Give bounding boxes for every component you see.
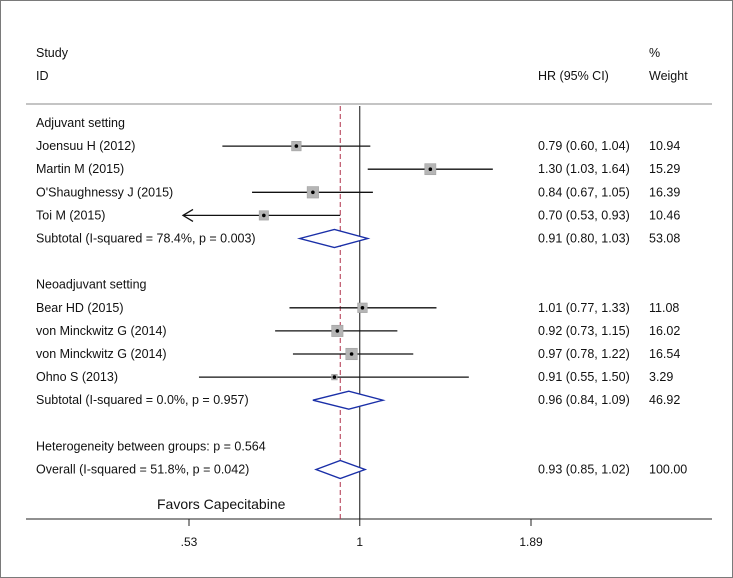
hr-ci-text: 0.96 (0.84, 1.09) [538, 393, 630, 407]
hr-ci-text: 1.30 (1.03, 1.64) [538, 162, 630, 176]
weight-text: 15.29 [649, 162, 680, 176]
weight-text: 11.08 [649, 301, 679, 315]
x-tick-label: 1.89 [519, 535, 543, 549]
overall-diamond [314, 459, 368, 480]
hr-ci-text: 0.84 (0.67, 1.05) [538, 185, 630, 199]
hr-ci-text: 0.97 (0.78, 1.22) [538, 347, 630, 361]
point-estimate [335, 329, 340, 333]
point-estimate [428, 167, 433, 171]
study-label: von Minckwitz G (2014) [36, 324, 167, 338]
x-tick-label: 1 [356, 535, 363, 549]
point-estimate [349, 352, 354, 356]
study-label: Joensuu H (2012) [36, 139, 135, 153]
group-heading: Heterogeneity between groups: p = 0.564 [36, 439, 266, 453]
study-label: Toi M (2015) [36, 208, 105, 222]
study-label: Bear HD (2015) [36, 301, 124, 315]
header-percent: % [649, 46, 660, 60]
study-label: von Minckwitz G (2014) [36, 347, 167, 361]
group-heading: Adjuvant setting [36, 116, 125, 130]
weight-text: 10.46 [649, 208, 680, 222]
ci-left-arrow [181, 208, 194, 222]
weight-text: 46.92 [649, 393, 680, 407]
weight-text: 16.54 [649, 347, 680, 361]
header-study: Study [36, 46, 69, 60]
weight-text: 53.08 [649, 232, 680, 246]
weight-text: 16.02 [649, 324, 680, 338]
hr-ci-text: 0.91 (0.80, 1.03) [538, 232, 630, 246]
study-label: Martin M (2015) [36, 162, 124, 176]
favors-label: Favors Capecitabine [157, 496, 286, 512]
subtotal-diamond [312, 390, 386, 410]
weight-text: 16.39 [649, 185, 680, 199]
group-heading: Neoadjuvant setting [36, 278, 147, 292]
hr-ci-text: 0.92 (0.73, 1.15) [538, 324, 630, 338]
point-estimate [294, 144, 299, 148]
header-effect: HR (95% CI) [538, 69, 609, 83]
point-estimate [311, 190, 315, 195]
weight-text: 3.29 [649, 370, 673, 384]
subtotal-label: Subtotal (I-squared = 0.0%, p = 0.957) [36, 393, 249, 407]
header-id: ID [36, 69, 49, 83]
weight-text: 10.94 [649, 139, 680, 153]
overall-label: Overall (I-squared = 51.8%, p = 0.042) [36, 463, 249, 477]
point-estimate [360, 306, 365, 310]
header-weight: Weight [649, 69, 688, 83]
point-estimate [332, 375, 337, 379]
hr-ci-text: 0.79 (0.60, 1.04) [538, 139, 630, 153]
subtotal-label: Subtotal (I-squared = 78.4%, p = 0.003) [36, 232, 256, 246]
hr-ci-text: 0.91 (0.55, 1.50) [538, 370, 630, 384]
subtotal-diamond [296, 228, 371, 249]
weight-text: 100.00 [649, 463, 687, 477]
study-label: O'Shaughnessy J (2015) [36, 185, 173, 199]
hr-ci-text: 0.70 (0.53, 0.93) [538, 208, 630, 222]
hr-ci-text: 1.01 (0.77, 1.33) [538, 301, 630, 315]
hr-ci-text: 0.93 (0.85, 1.02) [538, 463, 630, 477]
point-estimate [262, 213, 266, 218]
x-tick-label: .53 [181, 535, 198, 549]
study-label: Ohno S (2013) [36, 370, 118, 384]
